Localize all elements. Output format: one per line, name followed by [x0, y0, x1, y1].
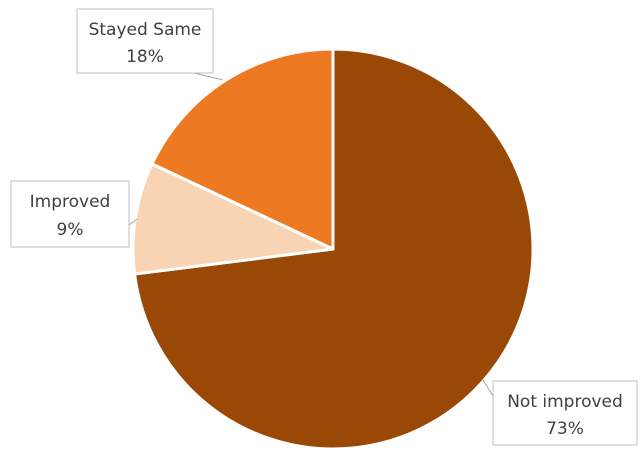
label-improved-name: Improved — [30, 192, 111, 212]
data-label-stayed-same: Stayed Same 18% — [76, 8, 214, 74]
pie-slices — [131, 47, 535, 450]
pie-slice-stayed-same — [150, 47, 335, 251]
callout-box-not-improved — [492, 380, 638, 446]
label-not-improved-value: 73% — [546, 419, 584, 439]
label-not-improved-name: Not improved — [507, 392, 623, 412]
callout-box-stayed-same — [76, 8, 214, 74]
data-label-improved: Improved 9% — [10, 180, 130, 248]
label-improved-value: 9% — [57, 220, 84, 240]
data-label-not-improved: Not improved 73% — [492, 380, 638, 446]
label-stayed-same-name: Stayed Same — [89, 20, 202, 40]
label-stayed-same-value: 18% — [126, 47, 164, 67]
leader-lines — [128, 72, 494, 397]
leader-line-stayed-same — [193, 72, 224, 81]
leader-line-not-improved — [482, 379, 494, 397]
callout-box-improved — [10, 180, 130, 248]
pie-slice-improved — [131, 162, 335, 276]
leader-line-improved — [128, 218, 138, 226]
